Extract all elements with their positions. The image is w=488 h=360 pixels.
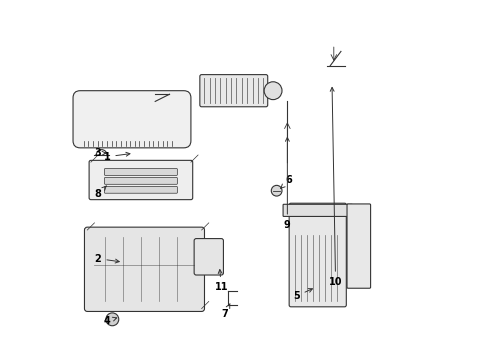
Text: 10: 10 [328,87,342,287]
Text: 6: 6 [280,175,292,188]
Text: 11: 11 [214,270,227,292]
FancyBboxPatch shape [104,186,177,193]
Text: 9: 9 [284,138,290,230]
Text: 5: 5 [292,289,312,301]
Circle shape [106,313,119,326]
FancyBboxPatch shape [288,203,346,307]
Text: 2: 2 [95,253,119,264]
FancyBboxPatch shape [194,239,223,275]
FancyBboxPatch shape [200,75,267,107]
Text: 4: 4 [103,316,117,326]
FancyBboxPatch shape [84,227,204,311]
FancyBboxPatch shape [104,168,177,175]
Text: 7: 7 [221,303,229,319]
FancyBboxPatch shape [346,204,370,288]
FancyBboxPatch shape [283,204,352,216]
FancyBboxPatch shape [104,177,177,184]
Circle shape [271,185,282,196]
Text: 3: 3 [95,148,106,158]
FancyBboxPatch shape [89,160,192,200]
Circle shape [264,82,282,100]
Text: 1: 1 [103,152,130,162]
FancyBboxPatch shape [73,91,190,148]
Text: 8: 8 [94,186,106,199]
